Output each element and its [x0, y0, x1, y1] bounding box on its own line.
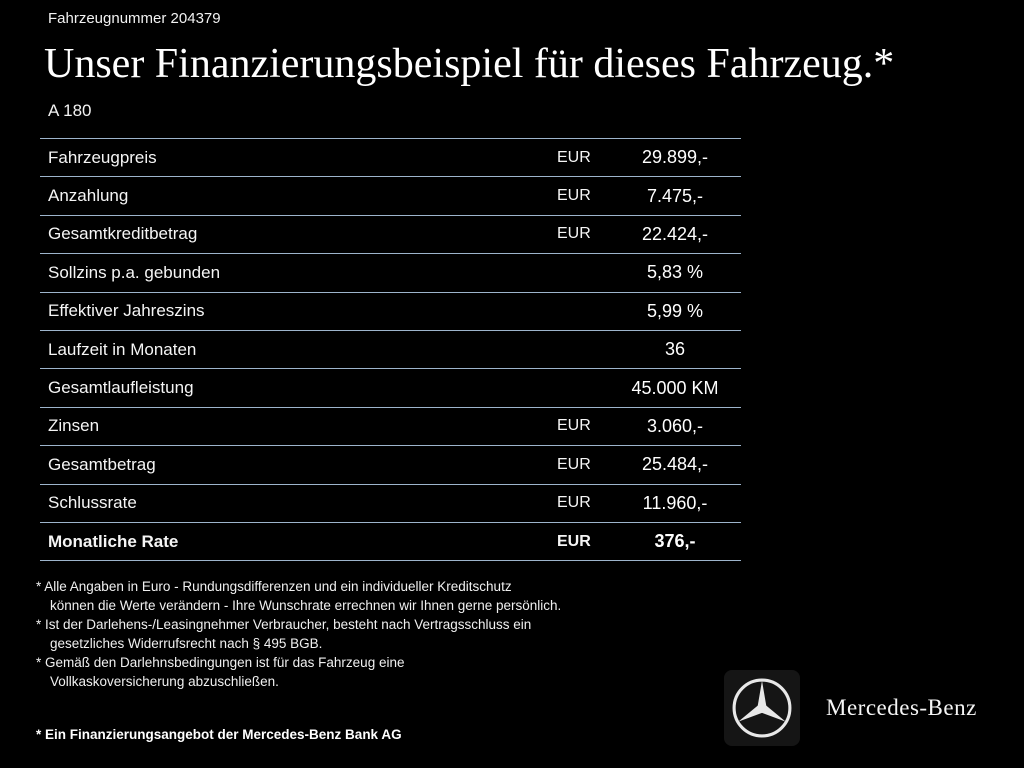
table-row: Gesamtlaufleistung 45.000 KM — [40, 368, 741, 406]
footnote-line: Vollkaskoversicherung abzuschließen. — [50, 674, 279, 689]
table-row: Gesamtbetrag EUR 25.484,- — [40, 445, 741, 483]
row-label: Gesamtbetrag — [48, 454, 156, 474]
footnote-bank: * Ein Finanzierungsangebot der Mercedes-… — [36, 727, 402, 742]
row-label: Gesamtkreditbetrag — [48, 224, 198, 244]
table-row: Anzahlung EUR 7.475,- — [40, 176, 741, 214]
footnotes: * Alle Angaben in Euro - Rundungsdiffere… — [36, 577, 756, 691]
row-label: Schlussrate — [48, 493, 137, 513]
table-row: Zinsen EUR 3.060,- — [40, 406, 741, 445]
model-name: A 180 — [48, 101, 92, 120]
row-label: Zinsen — [48, 416, 100, 436]
row-currency: EUR — [557, 455, 591, 473]
table-row: Fahrzeugpreis EUR 29.899,- — [40, 138, 741, 176]
footnote-line: * Gemäß den Darlehnsbedingungen ist für … — [36, 655, 405, 670]
financing-table: Fahrzeugpreis EUR 29.899,- Anzahlung EUR… — [40, 138, 741, 562]
row-value: 45.000 KM — [631, 377, 719, 398]
row-label: Anzahlung — [48, 186, 129, 206]
row-label: Effektiver Jahreszins — [48, 301, 205, 321]
vehicle-number: Fahrzeugnummer 204379 — [48, 10, 221, 27]
table-row: Effektiver Jahreszins 5,99 % — [40, 291, 741, 330]
row-value: 29.899,- — [641, 147, 709, 168]
footnote-line: * Alle Angaben in Euro - Rundungsdiffere… — [36, 579, 512, 594]
row-currency: EUR — [557, 494, 591, 512]
row-label: Monatliche Rate — [48, 531, 179, 551]
footnote-line: * Ist der Darlehens-/Leasingnehmer Verbr… — [36, 617, 532, 632]
row-currency: EUR — [557, 148, 591, 166]
row-value: 7.475,- — [646, 185, 704, 206]
table-row: Gesamtkreditbetrag EUR 22.424,- — [40, 214, 741, 253]
row-value: 22.424,- — [641, 223, 709, 244]
table-row: Schlussrate EUR 11.960,- — [40, 483, 741, 522]
row-label: Gesamtlaufleistung — [48, 378, 194, 398]
row-value: 3.060,- — [646, 415, 704, 436]
table-row: Sollzins p.a. gebunden 5,83 % — [40, 253, 741, 291]
row-label: Sollzins p.a. gebunden — [48, 262, 221, 282]
row-currency: EUR — [557, 417, 591, 435]
table-row: Laufzeit in Monaten 36 — [40, 329, 741, 368]
row-label: Fahrzeugpreis — [48, 147, 157, 167]
row-currency: EUR — [557, 532, 591, 550]
mercedes-star-icon — [724, 670, 800, 746]
row-label: Laufzeit in Monaten — [48, 339, 197, 359]
row-value: 11.960,- — [642, 492, 708, 513]
row-value: 5,99 % — [646, 300, 704, 321]
footnote-line: können die Werte verändern - Ihre Wunsch… — [50, 598, 562, 613]
table-row-monthly-rate: Monatliche Rate EUR 376,- — [40, 521, 741, 560]
row-value: 36 — [664, 339, 686, 360]
row-value: 5,83 % — [646, 262, 704, 283]
row-value: 376,- — [654, 531, 696, 552]
row-value: 25.484,- — [641, 454, 709, 475]
brand-name: Mercedes-Benz — [826, 695, 977, 720]
footnote-line: gesetzliches Widerrufsrecht nach § 495 B… — [50, 636, 323, 651]
page-title: Unser Finanzierungsbeispiel für dieses F… — [44, 41, 895, 87]
row-currency: EUR — [557, 187, 591, 205]
brand-block: Mercedes-Benz — [724, 670, 977, 746]
row-currency: EUR — [557, 225, 591, 243]
